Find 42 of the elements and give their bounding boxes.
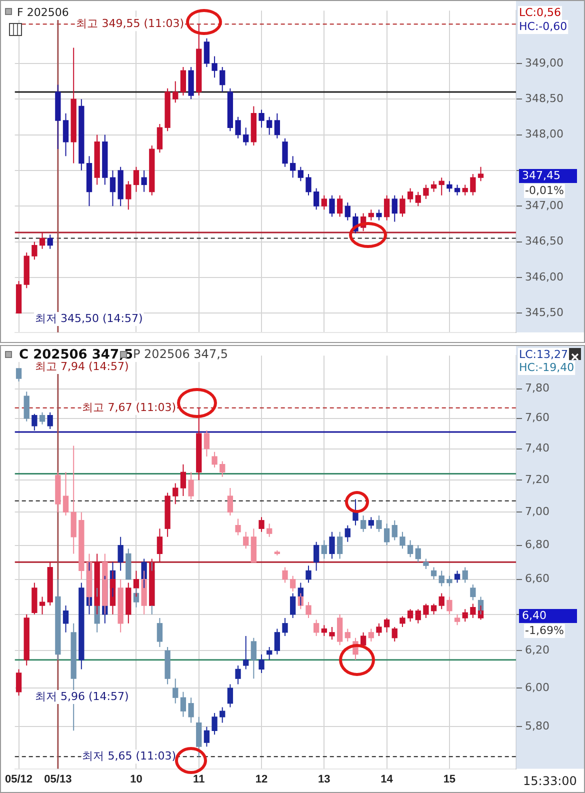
annotation: 최고 7,67 (11:03) — [82, 400, 176, 414]
text: -1,69% — [525, 624, 564, 637]
y-tick-label: 5,80 — [525, 720, 550, 733]
text: 15:33:00 — [523, 774, 577, 788]
text: -0,01% — [525, 184, 564, 197]
x-tick-label: 05/13 — [44, 773, 72, 786]
y-tick-label: 7,40 — [525, 442, 550, 455]
text: HC:-19,40 — [519, 360, 574, 374]
y-tick-label: 346,50 — [525, 234, 564, 248]
y-tick-label: 6,00 — [525, 680, 550, 694]
text: LC:13,27 — [519, 348, 568, 361]
y-tick-label: 348,50 — [525, 92, 564, 105]
y-tick-label: 6,80 — [525, 538, 550, 552]
y-tick-label: 346,00 — [525, 270, 564, 284]
text: 347,45 — [522, 168, 560, 182]
annotation: 최고 7,94 (14:57) — [35, 360, 129, 373]
x-tick-label: 12 — [255, 773, 268, 786]
y-tick-label: 345,50 — [525, 306, 564, 319]
annotation: P 202506 347,5 — [133, 347, 228, 362]
text: LC:0,56 — [519, 6, 562, 19]
y-tick-label: 6,20 — [525, 644, 550, 657]
x-tick-label: 15 — [443, 773, 456, 786]
annotation: 최저 5,96 (14:57) — [35, 690, 129, 703]
x-tick-label: 11 — [193, 773, 205, 786]
y-tick-label: 347,00 — [525, 198, 564, 212]
x-tick-label: 14 — [380, 773, 394, 786]
y-tick-label: 6,60 — [525, 572, 550, 586]
x-tick-label: 05/12 — [5, 773, 33, 786]
annotation: 최저 345,50 (14:57) — [35, 312, 143, 325]
y-tick-label: 7,80 — [525, 382, 550, 395]
text: HC:-0,60 — [519, 20, 568, 33]
annotation: 최저 5,65 (11:03) — [82, 749, 176, 762]
annotation: 최고 349,55 (11:03) — [76, 17, 184, 30]
y-tick-label: 7,00 — [525, 505, 550, 518]
x-tick-label: 10 — [130, 773, 142, 786]
text: 6,40 — [522, 608, 546, 622]
y-tick-label: 349,00 — [525, 56, 564, 70]
annotation: F 202506 — [17, 6, 69, 19]
y-tick-label: 7,20 — [525, 472, 550, 486]
y-tick-label: 348,00 — [525, 128, 564, 141]
y-tick-label: 7,60 — [525, 411, 550, 424]
x-tick-label: 13 — [318, 773, 330, 786]
